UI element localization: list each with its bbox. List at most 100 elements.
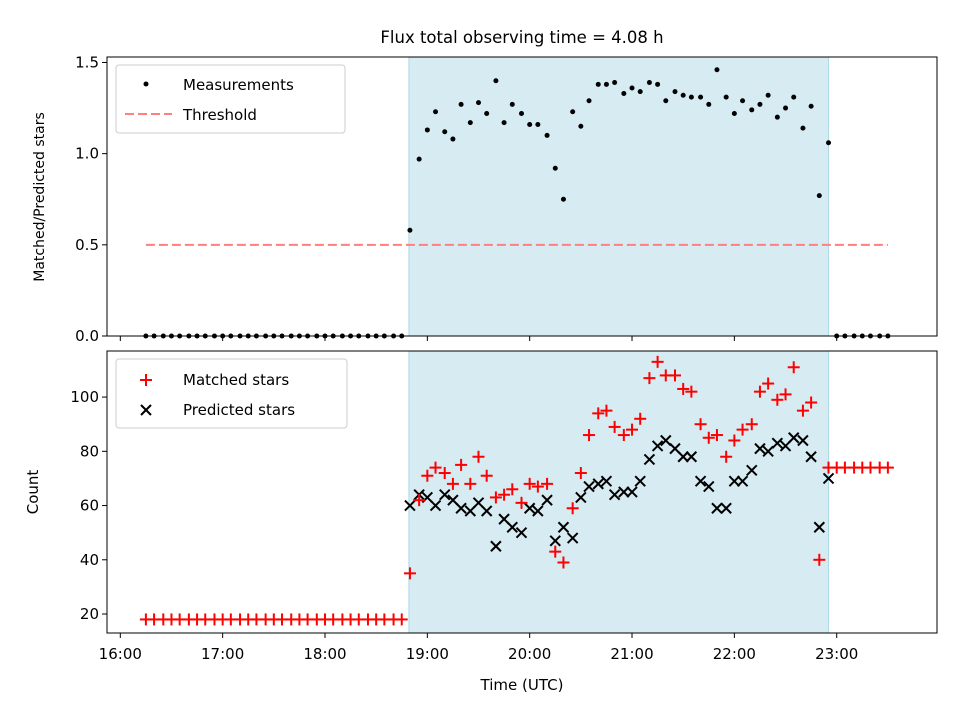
predicted-point [736, 475, 749, 487]
matched-point [736, 423, 749, 436]
y-tick-label: 100 [70, 388, 99, 406]
y-tick-label: 1.0 [75, 145, 99, 163]
predicted-point [720, 502, 732, 514]
bottom-y-label: Count [24, 470, 42, 515]
predicted-point [480, 505, 493, 517]
measurement-point [433, 109, 439, 115]
measurement-point [509, 101, 515, 107]
matched-point [634, 412, 647, 425]
matched-point [455, 458, 468, 471]
measurement-point [731, 111, 737, 117]
matched-point [813, 553, 826, 566]
predicted-point [634, 475, 646, 487]
predicted-point [618, 486, 630, 498]
y-tick-label: 40 [80, 551, 99, 569]
bottom-legend-box [115, 358, 348, 429]
measurement-point [424, 127, 430, 133]
bottom-legend: Matched stars Predicted stars [115, 358, 348, 429]
measurement-point [655, 81, 661, 87]
predicted-point [523, 502, 536, 514]
predicted-point [600, 475, 613, 487]
predicted-point [626, 486, 638, 498]
measurement-point [663, 98, 669, 104]
predicted-point [532, 505, 544, 517]
legend-predicted-label: Predicted stars [183, 401, 295, 419]
measurement-point [723, 94, 729, 100]
measurement-point [527, 121, 533, 127]
matched-point [498, 488, 511, 501]
x-axis: 16:00 17:00 18:00 19:00 20:00 21:00 22:00 23:00 [99, 633, 858, 663]
predicted-point [608, 489, 621, 501]
x-tick-label: 22:00 [713, 645, 756, 663]
matched-point [583, 429, 596, 442]
predicted-point [685, 451, 698, 463]
predicted-point [583, 480, 595, 493]
predicted-point [703, 480, 715, 493]
legend-threshold-label: Threshold [182, 106, 257, 124]
x-tick-label: 23:00 [815, 645, 858, 663]
matched-point [566, 502, 579, 515]
y-tick-label: 60 [80, 497, 99, 515]
matched-point [413, 494, 426, 507]
matched-point [728, 434, 741, 447]
measurement-point [740, 98, 746, 104]
x-tick-label: 16:00 [99, 645, 142, 663]
matched-point [762, 377, 775, 390]
predicted-point [677, 451, 689, 463]
measurement-point [570, 109, 576, 115]
predicted-point [651, 440, 664, 452]
matched-point [574, 467, 587, 480]
matched-point [395, 613, 408, 626]
matched-point [694, 418, 707, 431]
predicted-point [541, 494, 553, 506]
predicted-point [429, 499, 442, 512]
matched-point [787, 361, 800, 374]
matched-point [669, 369, 682, 382]
predicted-point [566, 532, 579, 544]
predicted-point [728, 475, 741, 487]
matched-point [515, 496, 528, 509]
predicted-point [506, 521, 518, 533]
legend-measurements-marker [143, 81, 149, 87]
measurement-point [595, 81, 601, 87]
chart-title: Flux total observing time = 4.08 h [380, 28, 663, 47]
measurement-point [688, 94, 694, 100]
matched-point [805, 396, 818, 409]
top-legend-box [115, 64, 346, 134]
predicted-point [754, 442, 766, 455]
matched-point [745, 418, 758, 431]
matched-point [480, 469, 493, 482]
predicted-point [746, 464, 758, 477]
x-tick-label: 19:00 [406, 645, 449, 663]
matched-point [753, 385, 766, 398]
measurement-point [629, 85, 635, 91]
matched-point [531, 480, 544, 493]
matched-point [472, 450, 485, 463]
measurement-point [493, 78, 499, 84]
predicted-points [404, 432, 835, 552]
matched-point [489, 491, 502, 504]
top-y-axis: 0.0 0.5 1.0 1.5 [75, 53, 107, 345]
measurement-point [407, 227, 413, 233]
measurement-point [544, 132, 550, 138]
y-tick-label: 20 [80, 605, 99, 623]
matched-point [881, 461, 894, 474]
top-observing-window [408, 56, 830, 337]
legend-matched-marker [140, 374, 152, 386]
top-panel: 0.0 0.5 1.0 1.5 Matched/Predicted stars Mea… [32, 53, 938, 345]
measurement-point [749, 107, 755, 113]
y-tick-label: 1.5 [75, 53, 99, 71]
predicted-point [404, 499, 416, 512]
predicted-point [694, 475, 707, 487]
matched-point [677, 382, 690, 395]
matched-point [600, 404, 613, 417]
measurement-point [783, 105, 789, 111]
measurement-point [458, 101, 464, 107]
measurement-point [416, 156, 422, 162]
matched-point [720, 450, 733, 463]
measurement-point [518, 111, 524, 117]
measurement-point [578, 123, 584, 129]
measurement-point [714, 67, 720, 73]
matched-point [685, 385, 698, 398]
predicted-point [660, 434, 672, 447]
